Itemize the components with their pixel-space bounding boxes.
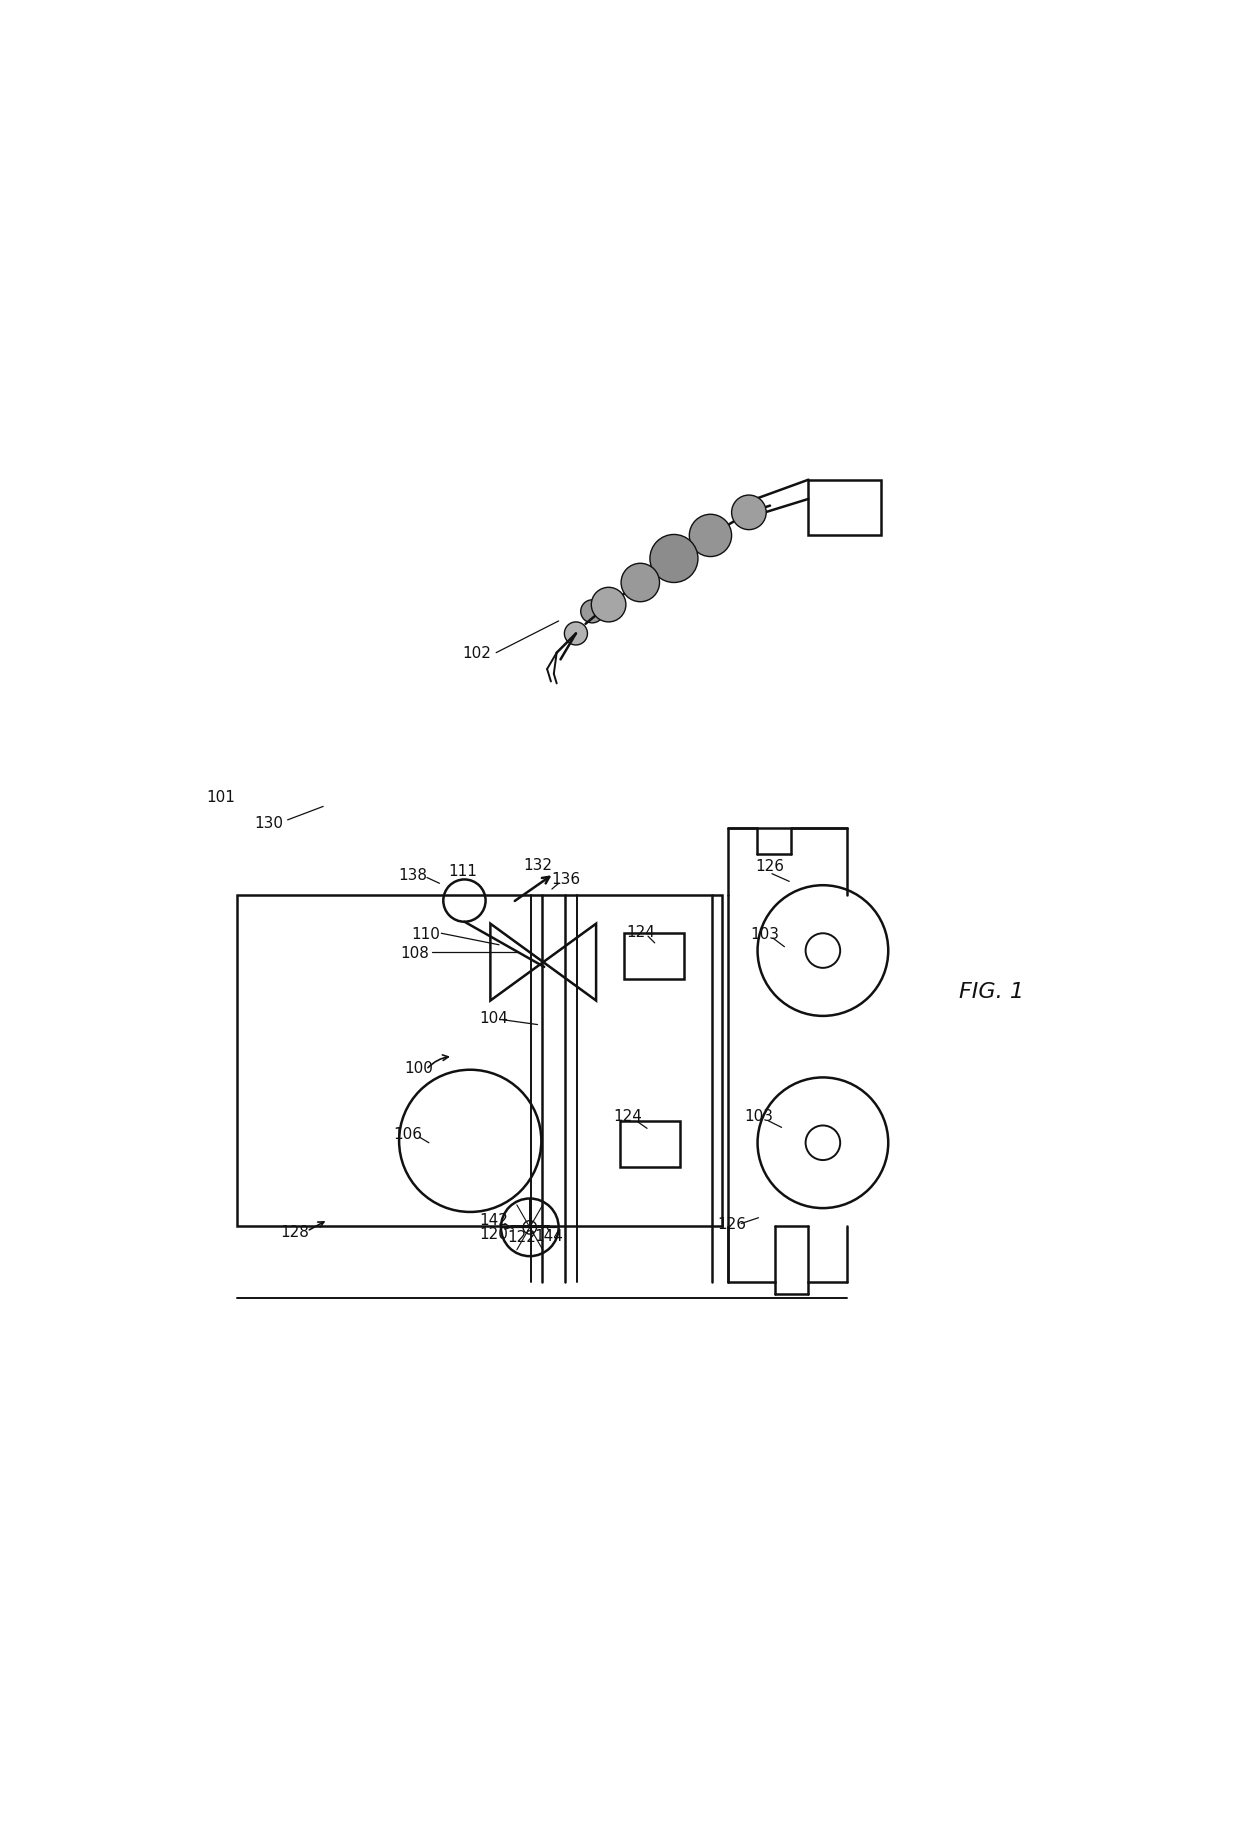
Circle shape (650, 534, 698, 584)
Text: 138: 138 (398, 867, 427, 882)
Text: 122: 122 (507, 1230, 537, 1244)
Text: 103: 103 (750, 926, 780, 941)
Text: 142: 142 (479, 1213, 507, 1228)
Circle shape (689, 514, 732, 558)
Text: 104: 104 (479, 1010, 507, 1027)
Text: 126: 126 (755, 858, 785, 875)
Text: 124: 124 (626, 924, 655, 939)
Circle shape (580, 600, 604, 624)
Circle shape (621, 564, 660, 602)
Text: 101: 101 (206, 791, 234, 805)
Bar (624, 933, 683, 979)
Text: 128: 128 (280, 1224, 309, 1239)
Circle shape (591, 587, 626, 622)
Text: 111: 111 (448, 864, 477, 878)
Text: 102: 102 (463, 646, 491, 661)
Text: 103: 103 (744, 1109, 773, 1124)
Text: 124: 124 (614, 1109, 642, 1124)
Bar (620, 1122, 680, 1168)
Circle shape (732, 496, 766, 531)
Bar (808, 481, 880, 536)
Text: 120: 120 (480, 1226, 508, 1241)
Text: 136: 136 (552, 871, 580, 886)
Circle shape (564, 622, 588, 646)
Text: FIG. 1: FIG. 1 (959, 981, 1023, 1001)
Text: 108: 108 (401, 946, 429, 961)
Text: 100: 100 (404, 1061, 433, 1076)
Text: 132: 132 (523, 856, 552, 873)
Text: 126: 126 (717, 1217, 746, 1232)
Text: 110: 110 (412, 926, 440, 941)
Text: 130: 130 (254, 816, 283, 831)
Text: 144: 144 (534, 1228, 563, 1243)
Bar (237, 895, 722, 1226)
Text: 106: 106 (393, 1125, 423, 1142)
